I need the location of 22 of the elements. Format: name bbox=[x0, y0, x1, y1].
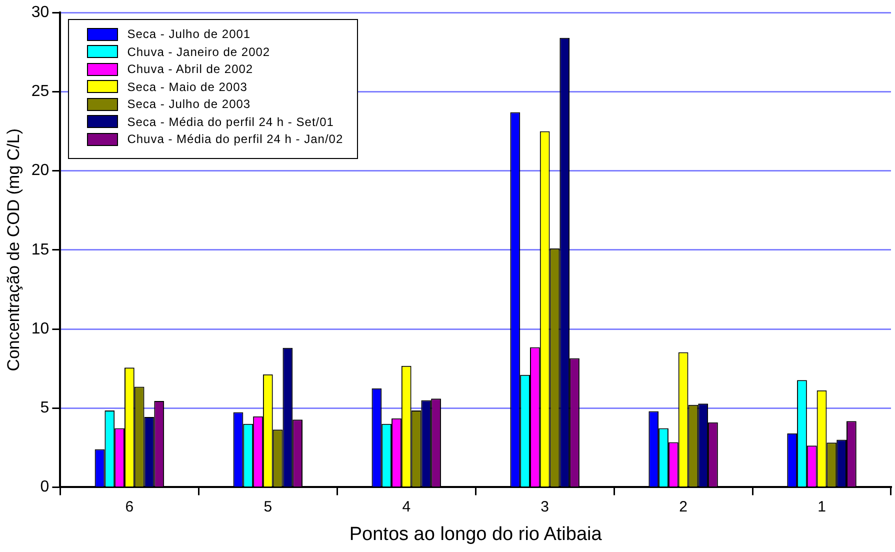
legend-label: Seca - Julho de 2003 bbox=[127, 97, 251, 112]
y-tick-label: 20 bbox=[31, 162, 50, 180]
x-tick-label: 3 bbox=[540, 498, 550, 516]
x-tick-label: 4 bbox=[402, 498, 411, 516]
x-tick-label: 2 bbox=[679, 498, 688, 516]
x-tick-label: 5 bbox=[264, 498, 272, 516]
legend-label: Chuva - Janeiro de 2002 bbox=[127, 44, 270, 59]
y-tick-label: 10 bbox=[31, 320, 50, 338]
y-tick-label: 15 bbox=[31, 241, 50, 258]
x-tick-label: 6 bbox=[125, 498, 134, 516]
legend-label: Seca - Média do perfil 24 h - Set/01 bbox=[127, 114, 334, 129]
y-tick-label: 0 bbox=[40, 478, 50, 496]
x-tick-label: 1 bbox=[818, 498, 826, 516]
legend-label: Seca - Maio de 2003 bbox=[127, 80, 248, 94]
legend-label: Chuva - Média do perfil 24 h - Jan/02 bbox=[127, 132, 344, 146]
y-tick-label: 30 bbox=[31, 4, 50, 22]
legend-label: Chuva - Abril de 2002 bbox=[127, 62, 254, 76]
y-axis-title: Concentração de COD (mg C/L) bbox=[4, 128, 23, 372]
y-tick-label: 25 bbox=[31, 83, 50, 100]
legend-label: Seca - Julho de 2001 bbox=[127, 27, 251, 42]
y-tick-label: 5 bbox=[40, 400, 50, 417]
x-axis-title: Pontos ao longo do rio Atibaia bbox=[349, 524, 602, 545]
